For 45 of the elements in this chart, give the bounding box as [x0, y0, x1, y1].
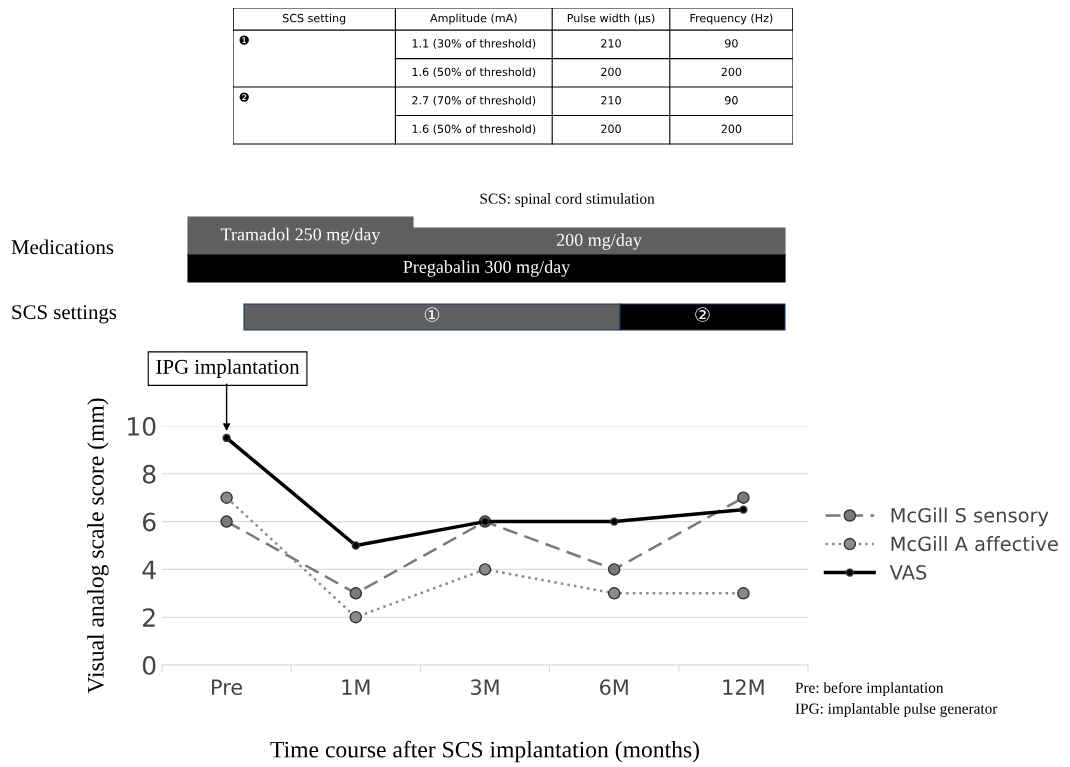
x-tick-label: 1M	[342, 679, 370, 695]
category-label: ❷	[239, 92, 249, 102]
text: SCS: spinal cord stimulation	[480, 193, 655, 207]
category-label: ❶	[239, 35, 249, 45]
annotation: IPG implantation	[156, 359, 300, 379]
legend-label: McGill A affective	[891, 536, 1058, 552]
x-tick-label: 12M	[723, 679, 764, 695]
text: 210	[601, 39, 621, 48]
category-label: Pulse width (µs)	[567, 13, 655, 25]
x-tick-label: 3M	[470, 679, 499, 696]
legend-label: McGill S sensory	[891, 507, 1049, 527]
y-tick-label: 6	[142, 512, 156, 532]
text: Pregabalin 300 mg/day	[403, 260, 571, 277]
text: 200	[601, 124, 621, 133]
y-tick-label: 4	[142, 560, 156, 579]
y-axis-title: Visual analog scale score (mm)	[87, 398, 109, 694]
legend-label: VAS	[889, 564, 927, 580]
text: ②	[695, 307, 710, 322]
y-tick-label: 2	[143, 608, 155, 627]
category-label: SCS settings	[12, 305, 117, 324]
y-tick-label: 0	[142, 655, 156, 675]
category-label: Amplitude (mA)	[430, 13, 517, 25]
text: Tramadol 250 mg/day	[220, 227, 381, 245]
category-label: SCS setting	[282, 13, 346, 25]
text: 90	[725, 96, 738, 105]
text: 90	[725, 39, 738, 48]
x-tick-label: Pre	[212, 679, 243, 696]
text: IPG: implantable pulse generator	[795, 703, 998, 717]
text: 1.6 (50% of threshold)	[412, 67, 536, 78]
text: 210	[601, 96, 621, 105]
text: 2.7 (70% of threshold)	[412, 95, 536, 106]
text: 200 mg/day	[556, 233, 642, 250]
category-label: Medications	[11, 239, 114, 255]
text: ①	[424, 307, 440, 322]
text: 1.6 (50% of threshold)	[412, 124, 536, 135]
y-tick-label: 8	[142, 464, 156, 484]
text: 200	[601, 67, 621, 77]
x-tick-label: 6M	[600, 679, 628, 696]
text: 1.1 (30% of threshold)	[412, 38, 536, 49]
y-tick-label: 10	[128, 416, 156, 436]
text: Pre: before implantation	[795, 681, 944, 697]
x-axis-title: Time course after SCS implantation (months)	[270, 740, 699, 763]
text: 200	[721, 124, 742, 133]
category-label: Frequency (Hz)	[690, 13, 773, 25]
text: 200	[721, 67, 742, 77]
